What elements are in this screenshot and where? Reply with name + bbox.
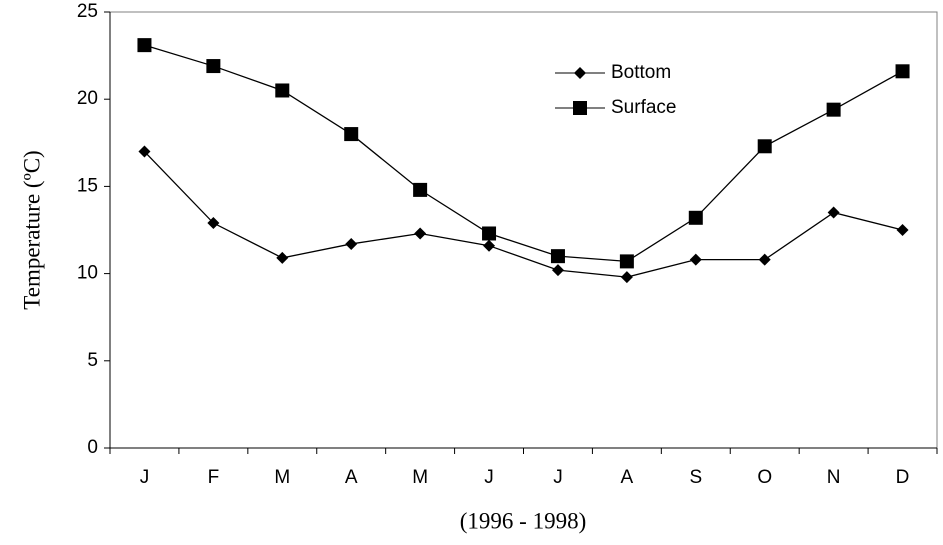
point	[137, 38, 152, 53]
x-tick-label: D	[896, 467, 910, 488]
point	[551, 264, 564, 277]
point	[344, 127, 359, 142]
point	[345, 237, 358, 250]
x-axis-label: (1996 - 1998)	[460, 508, 586, 533]
point	[207, 217, 220, 230]
legend-marker	[573, 101, 587, 115]
point	[620, 271, 633, 284]
series-line	[144, 44, 903, 263]
point	[138, 145, 151, 158]
point	[895, 64, 910, 79]
x-tick-label: J	[140, 467, 150, 488]
x-tick-label: J	[553, 467, 563, 488]
x-tick-label: M	[412, 467, 428, 488]
point	[483, 239, 496, 252]
x-tick-label: J	[484, 467, 494, 488]
legend-marker	[574, 67, 586, 79]
point	[689, 253, 702, 266]
plot-frame	[109, 11, 938, 449]
x-tick-label: O	[757, 467, 772, 488]
point	[275, 83, 290, 98]
point	[826, 102, 841, 117]
point	[688, 210, 703, 225]
point	[896, 224, 909, 236]
series-line	[143, 151, 903, 278]
point	[482, 226, 497, 241]
x-tick-label: F	[208, 467, 220, 488]
legend-label: Bottom	[611, 62, 671, 83]
x-tick-label: S	[689, 467, 702, 488]
point	[827, 206, 840, 219]
point	[757, 139, 772, 154]
y-tick-label: 5	[87, 350, 98, 371]
y-tick-label: 20	[77, 88, 98, 109]
point	[413, 182, 428, 197]
point	[276, 251, 289, 264]
y-tick-label: 15	[77, 175, 98, 196]
y-axis-label: Temperature (ºC)	[19, 150, 44, 309]
point	[414, 227, 427, 240]
point	[206, 59, 221, 74]
point	[550, 249, 565, 264]
x-tick-label: A	[621, 467, 634, 488]
legend-label: Surface	[611, 97, 676, 118]
point	[758, 253, 771, 266]
y-tick-label: 10	[77, 263, 98, 284]
point	[619, 254, 634, 269]
x-tick-label: M	[274, 467, 290, 488]
y-tick-label: 25	[77, 1, 98, 22]
x-tick-label: N	[827, 467, 841, 488]
x-tick-label: A	[345, 467, 358, 488]
y-tick-label: 0	[87, 437, 98, 458]
